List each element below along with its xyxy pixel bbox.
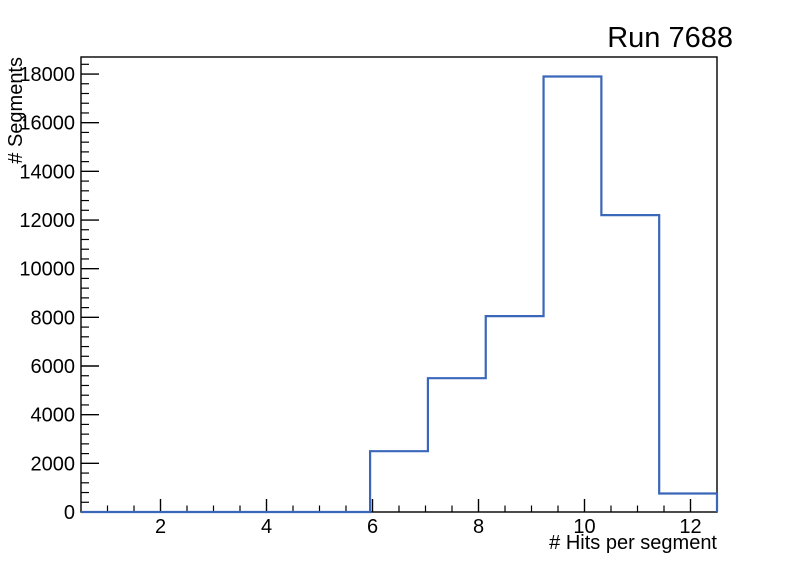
histogram-line — [81, 75, 719, 514]
chart-title: Run 7688 — [607, 22, 733, 54]
x-tick-label: 8 — [473, 516, 484, 538]
x-axis-title: # Hits per segment — [549, 532, 717, 554]
y-tick-label: 14000 — [19, 161, 75, 183]
y-tick-label: 16000 — [19, 113, 75, 135]
y-tick-label: 12000 — [19, 210, 75, 232]
x-tick-label: 12 — [679, 516, 701, 538]
x-tick-label: 6 — [367, 516, 378, 538]
y-tick-label: 0 — [64, 502, 75, 524]
x-tick-label: 10 — [573, 516, 595, 538]
y-tick-label: 18000 — [19, 64, 75, 86]
y-tick-label: 10000 — [19, 259, 75, 281]
y-tick-label: 8000 — [31, 307, 76, 329]
x-tick-label: 2 — [155, 516, 166, 538]
x-tick-label: 4 — [261, 516, 272, 538]
plot-frame — [80, 56, 718, 513]
y-tick-label: 6000 — [31, 356, 76, 378]
y-tick-label: 4000 — [31, 405, 76, 427]
y-tick-label: 2000 — [31, 453, 76, 475]
